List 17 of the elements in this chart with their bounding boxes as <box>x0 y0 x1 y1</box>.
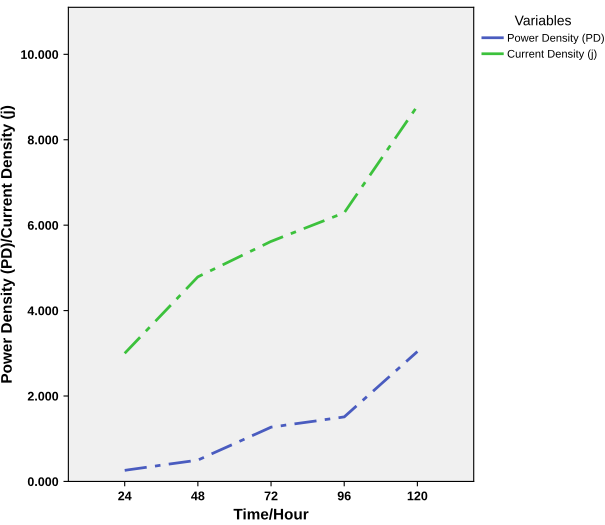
y-tick-label: 10.000 <box>21 50 58 59</box>
y-tick-label: 2.000 <box>28 392 58 401</box>
y-axis-title: Power Density (PD)/Current Density (j) <box>0 106 15 383</box>
y-tick-label: 6.000 <box>28 220 58 230</box>
x-tick-label: 72 <box>264 491 278 500</box>
x-tick-label: 48 <box>191 491 204 500</box>
x-tick-label: 96 <box>338 491 351 500</box>
legend-label: Current Density (j) <box>508 50 596 60</box>
x-axis-title: Time/Hour <box>234 508 308 520</box>
y-tick-label: 8.000 <box>28 136 58 144</box>
legend-title: Variables <box>514 15 571 26</box>
y-tick-label: 4.000 <box>28 306 58 316</box>
x-tick-label: 120 <box>408 491 428 500</box>
line-series <box>123 350 419 472</box>
legend-label: Power Density (PD) <box>508 34 604 44</box>
x-tick-label: 24 <box>118 491 132 500</box>
y-tick-label: 0.000 <box>28 477 58 486</box>
